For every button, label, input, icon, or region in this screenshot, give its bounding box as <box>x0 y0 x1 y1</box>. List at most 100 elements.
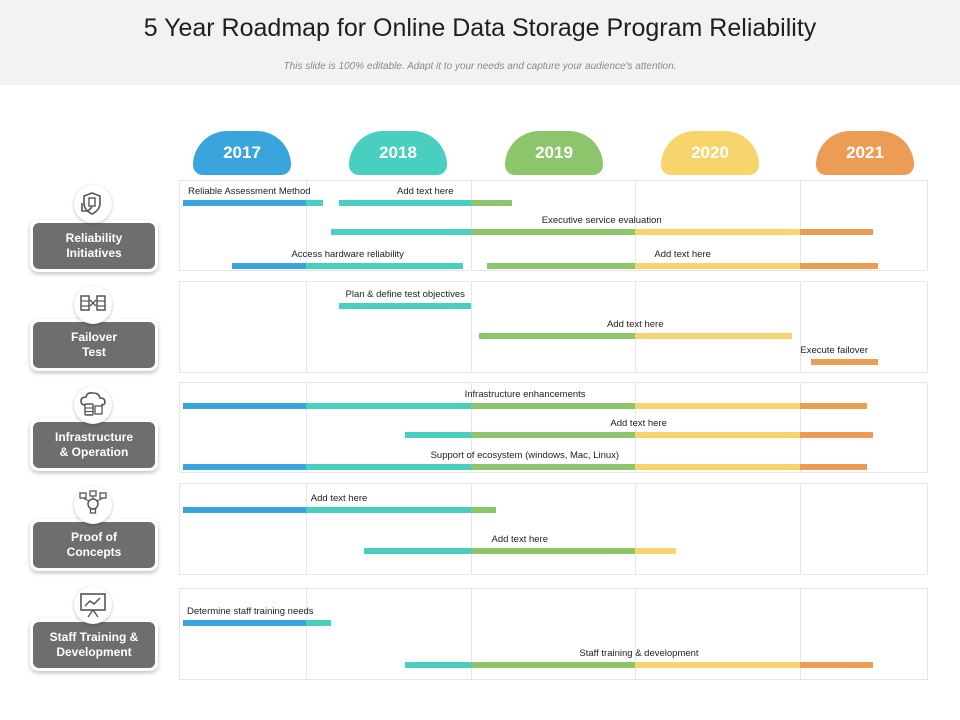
task-bar-segment <box>339 303 471 309</box>
category-card: Staff Training & Development <box>30 619 158 671</box>
category-card: Failover Test <box>30 319 158 371</box>
task-bar-segment <box>635 432 800 438</box>
task-bar-segment <box>635 662 800 668</box>
task-label: Execute failover <box>800 345 868 356</box>
grid-divider <box>800 281 801 373</box>
lightbulb-network-icon <box>74 486 112 524</box>
grid-divider <box>800 180 801 271</box>
task-bar-segment <box>635 333 792 339</box>
task-bar-segment <box>405 662 471 668</box>
task-label: Staff training & development <box>579 648 699 659</box>
year-label: 2017 <box>223 143 261 162</box>
task-label: Infrastructure enhancements <box>464 389 586 400</box>
task-bar-segment <box>471 464 635 470</box>
section-panel <box>179 180 928 271</box>
grid-divider <box>471 382 472 473</box>
task-bar-segment <box>306 403 471 409</box>
year-header-2020: 2020 <box>661 131 759 175</box>
task-bar-segment <box>232 263 306 269</box>
page-title: 5 Year Roadmap for Online Data Storage P… <box>143 14 817 42</box>
category-label: Failover Test <box>70 330 118 359</box>
grid-divider <box>800 588 801 680</box>
year-label: 2019 <box>535 143 573 162</box>
task-bar-segment <box>471 507 496 513</box>
task-bar-segment <box>306 263 463 269</box>
year-header-2017: 2017 <box>193 131 291 175</box>
section-panel <box>179 483 928 575</box>
category-card-body: Staff Training & Development <box>33 622 155 668</box>
task-bar-segment <box>479 333 635 339</box>
task-bar-segment <box>471 200 512 206</box>
task-bar-segment <box>183 620 306 626</box>
grid-divider <box>306 382 307 473</box>
grid-divider <box>306 483 307 575</box>
page-subtitle: This slide is 100% editable. Adapt it to… <box>283 61 677 72</box>
header-band <box>0 0 960 85</box>
grid-divider <box>471 588 472 680</box>
grid-divider <box>306 588 307 680</box>
task-label: Add text here <box>397 186 454 197</box>
task-bar-segment <box>471 229 635 235</box>
task-label: Add text here <box>654 249 711 260</box>
task-bar-segment <box>635 548 677 554</box>
task-bar-segment <box>306 464 471 470</box>
server-network-icon <box>74 286 112 324</box>
task-bar-segment <box>800 403 868 409</box>
year-header-2021: 2021 <box>816 131 914 175</box>
task-bar-segment <box>306 200 323 206</box>
category-card: Reliability Initiatives <box>30 220 158 272</box>
grid-divider <box>635 588 636 680</box>
category-card: Infrastructure & Operation <box>30 419 158 471</box>
task-label: Reliable Assessment Method <box>188 186 311 197</box>
task-label: Support of ecosystem (windows, Mac, Linu… <box>430 450 620 461</box>
task-bar-segment <box>800 662 873 668</box>
task-bar-segment <box>635 229 800 235</box>
year-header-2019: 2019 <box>505 131 603 175</box>
task-bar-segment <box>405 432 471 438</box>
category-label: Proof of Concepts <box>66 530 122 559</box>
category-label: Infrastructure & Operation <box>54 430 134 459</box>
task-label: Add text here <box>310 493 368 504</box>
task-bar-segment <box>471 548 635 554</box>
task-bar-segment <box>811 359 879 365</box>
grid-divider <box>635 180 636 271</box>
task-bar-segment <box>471 403 635 409</box>
task-bar-segment <box>635 464 800 470</box>
grid-divider <box>306 180 307 271</box>
category-card-body: Reliability Initiatives <box>33 223 155 269</box>
grid-divider <box>800 382 801 473</box>
cloud-storage-icon <box>74 386 112 424</box>
task-bar-segment <box>800 464 868 470</box>
task-bar-segment <box>635 263 800 269</box>
task-bar-segment <box>183 403 306 409</box>
task-label: Add text here <box>606 319 664 330</box>
grid-divider <box>306 281 307 373</box>
category-card-body: Failover Test <box>33 322 155 368</box>
task-bar-segment <box>471 662 635 668</box>
grid-divider <box>635 483 636 575</box>
task-bar-segment <box>471 432 635 438</box>
category-label: Reliability Initiatives <box>65 231 123 260</box>
year-label: 2018 <box>379 143 417 162</box>
category-label: Staff Training & Development <box>49 630 139 659</box>
task-bar-segment <box>800 432 873 438</box>
task-bar-segment <box>363 548 471 554</box>
section-panel <box>179 382 928 473</box>
year-label: 2020 <box>691 143 729 162</box>
task-bar-segment <box>183 507 306 513</box>
task-label: Determine staff training needs <box>187 606 314 617</box>
task-bar-segment <box>800 263 879 269</box>
grid-divider <box>635 382 636 473</box>
task-bar-segment <box>800 229 873 235</box>
task-bar-segment <box>183 200 306 206</box>
task-bar-segment <box>339 200 471 206</box>
grid-divider <box>471 483 472 575</box>
task-bar-segment <box>306 620 331 626</box>
section-panel <box>179 281 928 373</box>
grid-divider <box>471 180 472 271</box>
task-label: Executive service evaluation <box>541 215 662 226</box>
presentation-board-icon <box>74 586 112 624</box>
category-card-body: Proof of Concepts <box>33 522 155 568</box>
shield-hand-icon <box>74 185 112 223</box>
category-card-body: Infrastructure & Operation <box>33 422 155 468</box>
